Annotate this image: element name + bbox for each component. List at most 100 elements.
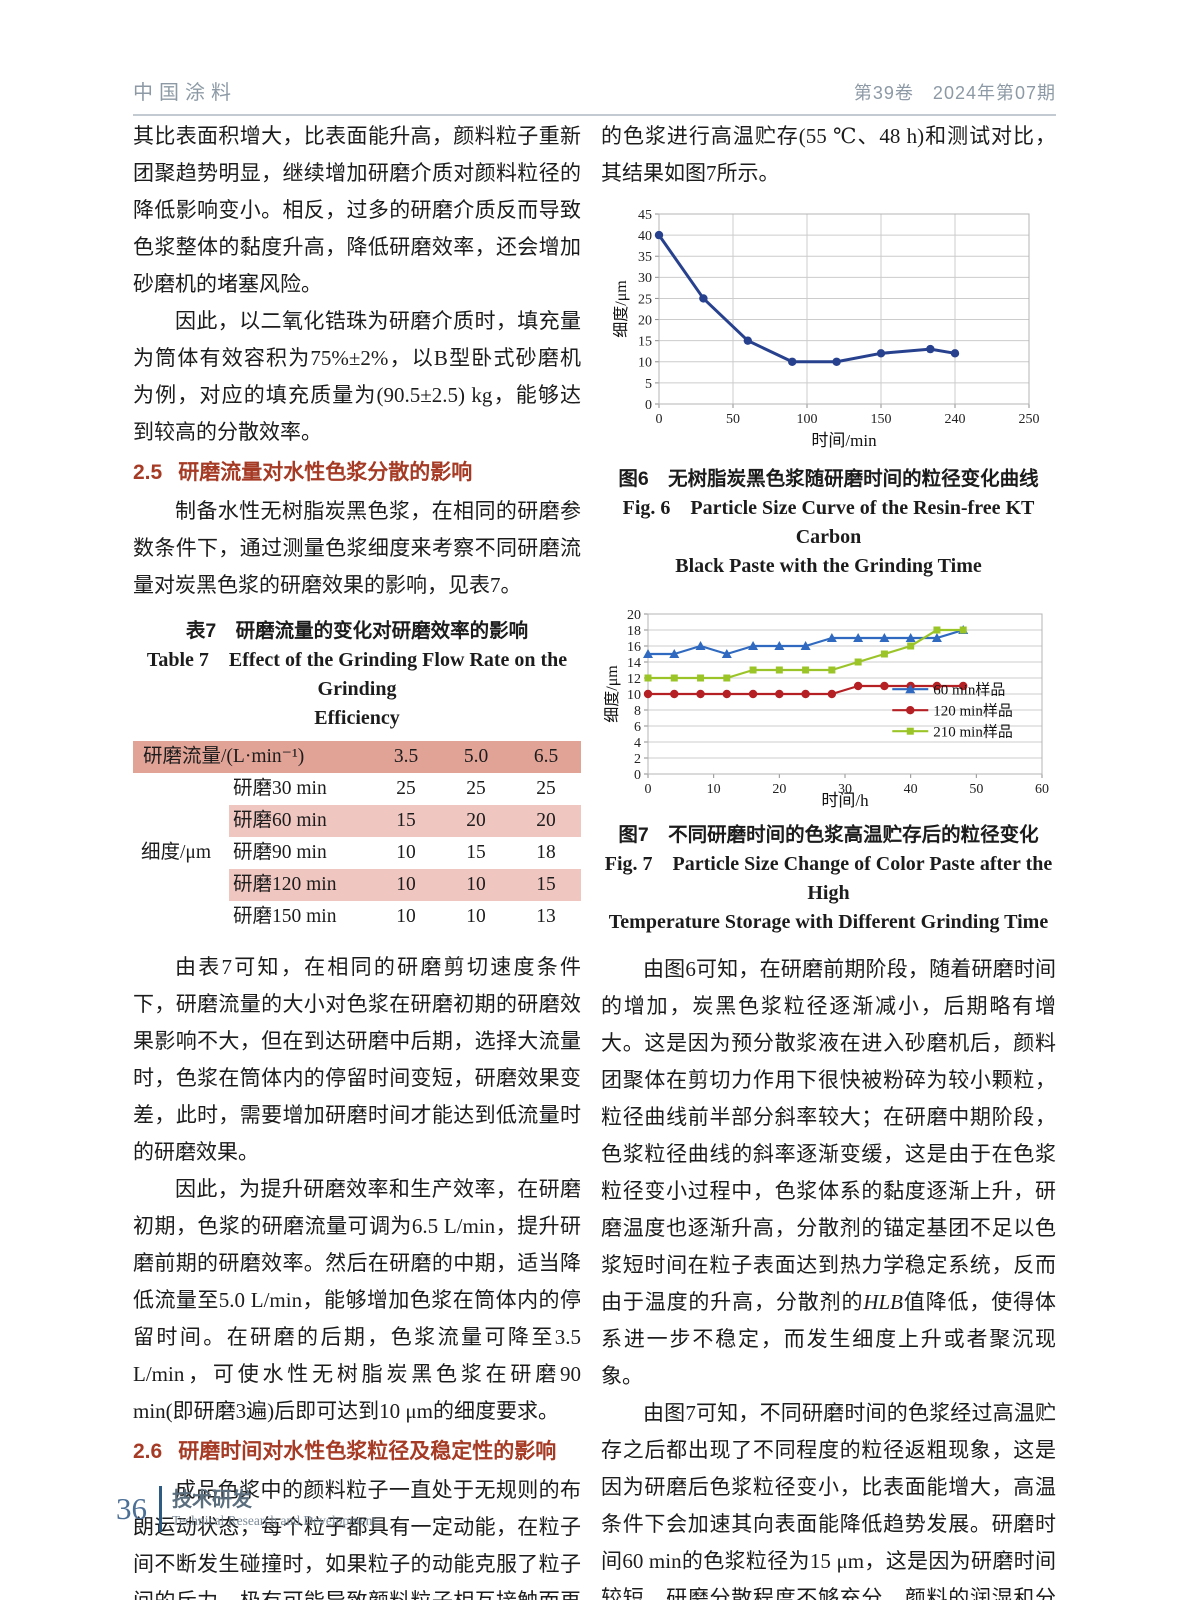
table-cell: 18 (536, 842, 556, 863)
figure6-line-chart: 0 5 10 15 20 25 30 35 40 45 0 50 100 150 240 250 细度/μm 时间… (601, 204, 1056, 452)
table-cell: 20 (511, 805, 581, 837)
table-row-label: 研磨90 min (233, 842, 327, 863)
table-cell: 10 (441, 869, 511, 901)
svg-text:15: 15 (638, 335, 652, 350)
section-title: 研磨流量对水性色浆分散的影响 (178, 461, 473, 484)
table-cell: 25 (536, 778, 556, 799)
svg-text:12: 12 (627, 672, 641, 687)
svg-text:0: 0 (634, 768, 641, 783)
svg-text:120 min样品: 120 min样品 (933, 702, 1013, 719)
svg-text:20: 20 (638, 313, 652, 328)
svg-text:40: 40 (638, 229, 652, 244)
table-cell: 15 (371, 805, 441, 837)
svg-text:60 min样品: 60 min样品 (933, 681, 1005, 698)
figure7-line-chart: 0 2 4 6 8 10 12 14 16 18 20 0 10 20 30 40 50 60 60 min样品 12… (601, 607, 1056, 812)
svg-text:50: 50 (726, 412, 740, 427)
svg-text:时间/h: 时间/h (821, 791, 869, 810)
svg-text:10: 10 (706, 782, 720, 797)
table-row: 研磨120 min 10 10 15 (133, 869, 581, 901)
svg-text:细度/μm: 细度/μm (604, 665, 621, 723)
svg-text:150: 150 (870, 412, 891, 427)
svg-text:18: 18 (627, 624, 641, 639)
table7: 研磨流量/(L·min⁻¹) 3.5 5.0 6.5 细度/μm 研磨30 min 25 25… (133, 741, 581, 933)
section-heading-2-6: 2.6 研磨时间对水性色浆粒径及稳定性的影响 (133, 1435, 581, 1469)
paragraph: 因此，为提升研磨效率和生产效率，在研磨初期，色浆的研磨流量可调为6.5 L/mi… (133, 1177, 581, 1423)
page-number: 36 (116, 1491, 147, 1526)
table-header-row: 研磨流量/(L·min⁻¹) 3.5 5.0 6.5 (133, 741, 581, 773)
table7-caption-en: Efficiency (314, 707, 400, 729)
table-cell: 25 (466, 778, 486, 799)
table-row: 研磨150 min 10 10 13 (133, 901, 581, 933)
svg-text:30: 30 (838, 782, 852, 797)
svg-text:100: 100 (796, 412, 817, 427)
svg-text:25: 25 (638, 292, 652, 307)
figure7-caption-en: Fig. 7 Particle Size Change of Color Pas… (604, 853, 1053, 904)
figure6-caption-en: Fig. 6 Particle Size Curve of the Resin-… (622, 497, 1035, 548)
table-header-cell: 5.0 (441, 741, 511, 773)
figure6-caption-en: Black Paste with the Grinding Time (675, 555, 982, 577)
svg-text:时间/min: 时间/min (811, 431, 877, 450)
section-number: 2.5 (133, 461, 163, 484)
section-title: 研磨时间对水性色浆粒径及稳定性的影响 (178, 1440, 557, 1463)
svg-text:30: 30 (638, 271, 652, 286)
paragraph-text: 由图6可知，在研磨前期阶段，随着研磨时间的增加，炭黑色浆粒径逐渐减小，后期略有增… (601, 957, 1056, 1314)
svg-text:250: 250 (1018, 412, 1039, 427)
table-row-label: 研磨120 min (229, 869, 371, 901)
issue-info: 第39卷 2024年第07期 (853, 83, 1056, 103)
svg-text:35: 35 (638, 250, 652, 265)
table-row-label: 研磨150 min (233, 906, 337, 927)
svg-text:0: 0 (645, 398, 652, 413)
hlb-term: HLB (863, 1290, 903, 1314)
svg-text:5: 5 (645, 377, 652, 392)
table-cell: 10 (396, 906, 416, 927)
paragraph: 成品色浆中的颜料粒子一直处于无规则的布朗运动状态，每个粒子都具有一定动能，在粒子… (133, 1478, 581, 1600)
paragraph-text: 值降低，使得体系进一步不稳定，而发生细度上升或者聚沉现象。 (601, 1290, 1057, 1388)
right-column: 的色浆进行高温贮存(55 ℃、48 h)和测试对比，其结果如图7所示。 0 5 10… (601, 118, 1056, 1600)
svg-text:6: 6 (634, 720, 641, 735)
svg-text:16: 16 (627, 640, 641, 655)
left-column: 其比表面积增大，比表面能升高，颜料粒子重新团聚趋势明显，继续增加研磨介质对颜料粒… (133, 118, 581, 1600)
svg-text:40: 40 (903, 782, 917, 797)
figure7-caption-en: Temperature Storage with Different Grind… (608, 911, 1049, 933)
svg-text:50: 50 (969, 782, 983, 797)
table-header-label: 研磨流量/(L·min⁻¹) (133, 741, 371, 773)
svg-text:0: 0 (644, 782, 651, 797)
table-cell: 15 (466, 842, 486, 863)
svg-text:10: 10 (638, 356, 652, 371)
page-footer: 36 技术研发 Technical Research and Developme… (116, 1486, 376, 1532)
table7-caption: 表7 研磨流量的变化对研磨效率的影响 Table 7 Effect of the… (133, 616, 581, 733)
footer-divider (159, 1486, 162, 1532)
paragraph: 的色浆进行高温贮存(55 ℃、48 h)和测试对比，其结果如图7所示。 (601, 124, 1056, 185)
footer-section-en: Technical Research and Development (172, 1513, 377, 1528)
figure7-caption-cn: 图7 不同研磨时间的色浆高温贮存后的粒径变化 (618, 824, 1039, 846)
paragraph: 制备水性无树脂炭黑色浆，在相同的研磨参数条件下，通过测量色浆细度来考察不同研磨流… (133, 499, 581, 597)
table-cell: 25 (396, 778, 416, 799)
svg-text:4: 4 (634, 736, 641, 751)
table-row: 研磨60 min 15 20 20 (133, 805, 581, 837)
section-heading-2-5: 2.5 研磨流量对水性色浆分散的影响 (133, 456, 581, 490)
table-group-label: 细度/μm (133, 773, 229, 933)
page-header: 中国涂料 第39卷 2024年第07期 (133, 76, 1056, 116)
table-cell: 10 (396, 842, 416, 863)
svg-text:60: 60 (1035, 782, 1049, 797)
paragraph: 由表7可知，在相同的研磨剪切速度条件下，研磨流量的大小对色浆在研磨初期的研磨效果… (133, 955, 581, 1164)
footer-section-cn: 技术研发 (172, 1489, 252, 1511)
table-header-cell: 3.5 (371, 741, 441, 773)
table7-caption-en: Table 7 Effect of the Grinding Flow Rate… (146, 649, 568, 700)
table-cell: 13 (536, 906, 556, 927)
svg-text:0: 0 (655, 412, 662, 427)
svg-text:20: 20 (627, 608, 641, 623)
figure6-caption: 图6 无树脂炭黑色浆随研磨时间的粒径变化曲线 Fig. 6 Particle S… (601, 464, 1056, 581)
svg-text:2: 2 (634, 752, 641, 767)
journal-title: 中国涂料 (133, 82, 237, 104)
paragraph: 其比表面积增大，比表面能升高，颜料粒子重新团聚趋势明显，继续增加研磨介质对颜料粒… (133, 124, 581, 296)
table-row-label: 研磨60 min (229, 805, 371, 837)
section-number: 2.6 (133, 1440, 163, 1463)
svg-text:210 min样品: 210 min样品 (933, 723, 1013, 740)
table-cell: 10 (466, 906, 486, 927)
figure7-caption: 图7 不同研磨时间的色浆高温贮存后的粒径变化 Fig. 7 Particle S… (601, 820, 1056, 937)
svg-text:240: 240 (944, 412, 965, 427)
table-cell: 10 (371, 869, 441, 901)
paragraph: 由图6可知，在研磨前期阶段，随着研磨时间的增加，炭黑色浆粒径逐渐减小，后期略有增… (601, 951, 1056, 1395)
